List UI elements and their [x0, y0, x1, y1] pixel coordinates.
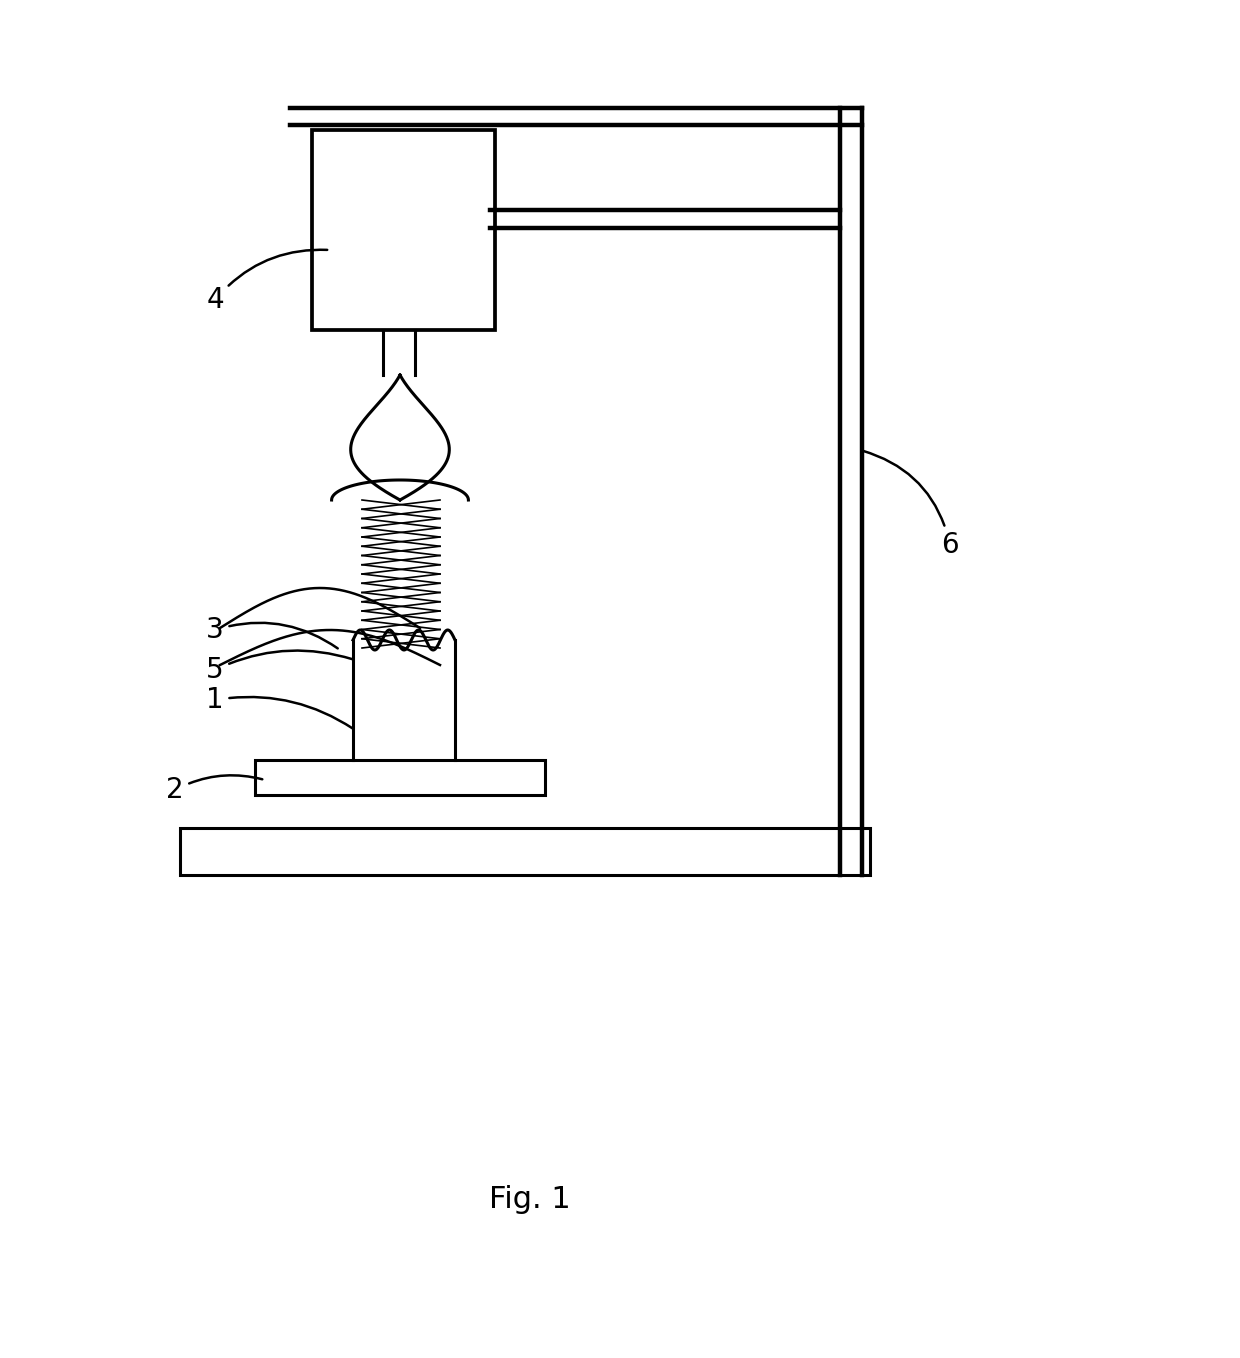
Text: 2: 2 — [166, 775, 263, 804]
Bar — [255, 760, 546, 794]
Text: 6: 6 — [863, 451, 959, 559]
Text: Fig. 1: Fig. 1 — [489, 1186, 570, 1214]
Text: 4: 4 — [206, 250, 327, 314]
Text: 3: 3 — [206, 617, 337, 648]
Text: 5: 5 — [206, 650, 352, 684]
Bar — [312, 130, 495, 330]
Text: 1: 1 — [206, 686, 352, 728]
Bar — [180, 828, 870, 875]
